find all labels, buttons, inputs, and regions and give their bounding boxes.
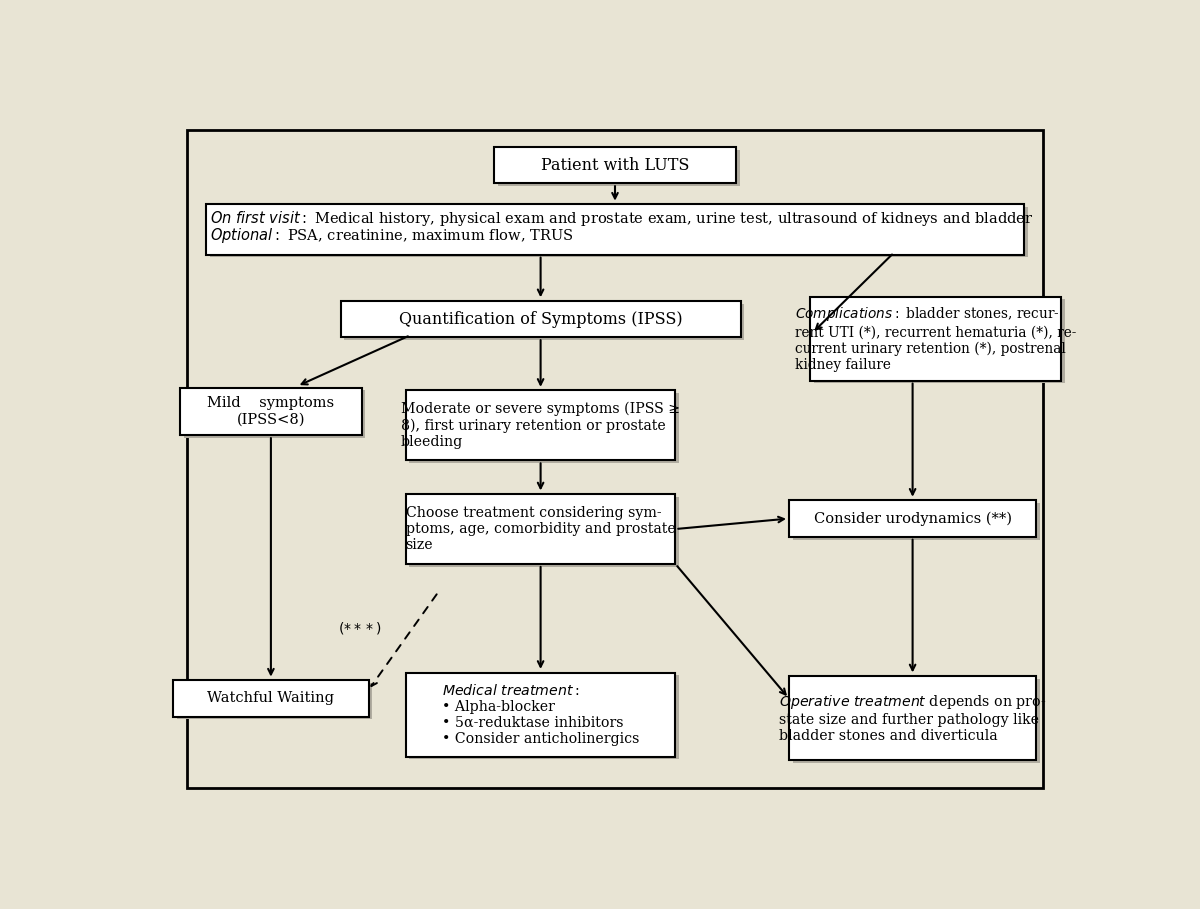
FancyBboxPatch shape bbox=[180, 387, 361, 435]
Text: Moderate or severe symptoms (IPSS ≥
8), first urinary retention or prostate
blee: Moderate or severe symptoms (IPSS ≥ 8), … bbox=[401, 402, 680, 449]
FancyBboxPatch shape bbox=[176, 683, 372, 719]
Text: Consider urodynamics (**): Consider urodynamics (**) bbox=[814, 512, 1012, 525]
FancyBboxPatch shape bbox=[184, 391, 365, 438]
FancyBboxPatch shape bbox=[406, 673, 676, 756]
Text: $\it{(***)}$: $\it{(***)}$ bbox=[337, 621, 380, 636]
FancyBboxPatch shape bbox=[409, 675, 679, 759]
Text: Mild    symptoms
(IPSS<8): Mild symptoms (IPSS<8) bbox=[208, 396, 335, 426]
FancyBboxPatch shape bbox=[793, 679, 1039, 763]
FancyBboxPatch shape bbox=[409, 497, 679, 567]
FancyBboxPatch shape bbox=[790, 500, 1036, 536]
FancyBboxPatch shape bbox=[494, 147, 736, 184]
Text: $\it{On\ first\ visit:}$ Medical history, physical exam and prostate exam, urine: $\it{On\ first\ visit:}$ Medical history… bbox=[210, 209, 1033, 228]
Text: $\it{Medical\ treatment:}$
• Alpha-blocker
• 5α-reduktase inhibitors
• Consider : $\it{Medical\ treatment:}$ • Alpha-block… bbox=[442, 683, 640, 746]
Text: $\it{Optional:}$ PSA, creatinine, maximum flow, TRUS: $\it{Optional:}$ PSA, creatinine, maximu… bbox=[210, 225, 574, 245]
FancyBboxPatch shape bbox=[210, 207, 1028, 257]
FancyBboxPatch shape bbox=[341, 301, 740, 337]
FancyBboxPatch shape bbox=[206, 205, 1024, 255]
FancyBboxPatch shape bbox=[173, 680, 368, 716]
FancyBboxPatch shape bbox=[406, 494, 676, 564]
FancyBboxPatch shape bbox=[498, 150, 739, 186]
Text: Choose treatment considering sym-
ptoms, age, comorbidity and prostate
size: Choose treatment considering sym- ptoms,… bbox=[406, 505, 676, 553]
FancyBboxPatch shape bbox=[790, 676, 1036, 760]
FancyBboxPatch shape bbox=[409, 394, 679, 464]
Text: Quantification of Symptoms (IPSS): Quantification of Symptoms (IPSS) bbox=[398, 311, 683, 327]
Text: Patient with LUTS: Patient with LUTS bbox=[541, 156, 689, 174]
FancyBboxPatch shape bbox=[406, 391, 676, 461]
Text: $\it{Complications:}$ bladder stones, recur-
rent UTI (*), recurrent hematuria (: $\it{Complications:}$ bladder stones, re… bbox=[796, 305, 1076, 372]
FancyBboxPatch shape bbox=[814, 299, 1066, 384]
FancyBboxPatch shape bbox=[793, 504, 1039, 540]
Text: Watchful Waiting: Watchful Waiting bbox=[208, 692, 335, 705]
Text: $\it{Operative\ treatment}$ depends on pro-
state size and further pathology lik: $\it{Operative\ treatment}$ depends on p… bbox=[779, 693, 1046, 744]
FancyBboxPatch shape bbox=[344, 304, 744, 340]
FancyBboxPatch shape bbox=[187, 130, 1043, 788]
FancyBboxPatch shape bbox=[810, 296, 1062, 381]
